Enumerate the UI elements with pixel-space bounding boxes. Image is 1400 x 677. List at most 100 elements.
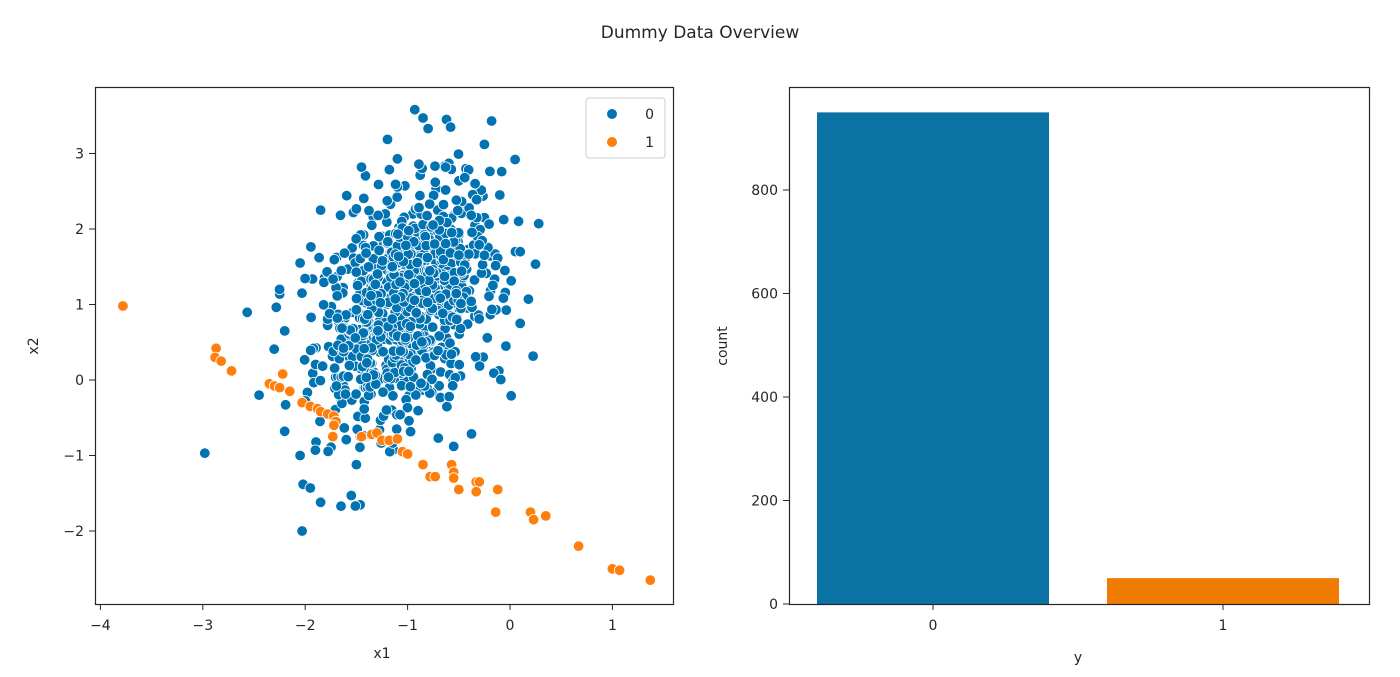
y-tick-label: 2 (75, 222, 84, 238)
scatter-point-class-0 (314, 204, 327, 216)
scatter-point-class-0 (341, 189, 353, 202)
scatter-point-class-0 (391, 423, 403, 435)
scatter-point-class-0 (241, 306, 253, 319)
scatter-point-class-0 (330, 380, 343, 392)
scatter-point-class-0 (411, 256, 423, 269)
scatter-point-class-0 (429, 160, 441, 172)
scatter-point-class-0 (403, 224, 415, 237)
scatter-point-class-0 (473, 239, 485, 251)
y-tick-label: 3 (75, 147, 84, 163)
scatter-point-class-0 (331, 290, 343, 302)
scatter-point-class-0 (373, 244, 385, 257)
scatter-point-class-1 (355, 430, 368, 443)
scatter-point-class-0 (360, 371, 373, 384)
bar-y-axis: 0 200 400 600 800 (751, 183, 790, 613)
scatter-point-class-0 (376, 255, 389, 267)
scatter-point-class-0 (514, 317, 526, 330)
scatter-point-class-0 (389, 178, 402, 191)
scatter-point-class-0 (381, 133, 394, 146)
scatter-point-class-1 (284, 385, 296, 398)
scatter-point-class-0 (298, 354, 311, 366)
scatter-point-class-0 (487, 279, 499, 292)
scatter-point-class-0 (394, 409, 406, 421)
scatter-point-class-1 (490, 506, 502, 518)
scatter-point-class-0 (446, 226, 458, 239)
scatter-point-class-0 (455, 297, 467, 310)
scatter-point-class-0 (441, 401, 453, 413)
scatter-point-class-0 (335, 264, 348, 277)
scatter-point-class-0 (478, 138, 491, 151)
scatter-point-class-0 (345, 489, 358, 502)
bars (817, 112, 1339, 604)
scatter-point-class-0 (439, 161, 452, 173)
scatter-point-class-0 (438, 270, 451, 283)
scatter-point-class-0 (426, 321, 439, 333)
scatter-point-class-0 (358, 192, 370, 205)
scatter-point-class-0 (424, 265, 436, 277)
scatter-point-class-0 (321, 266, 333, 278)
scatter-point-class-0 (453, 249, 465, 261)
scatter-point-class-0 (413, 201, 425, 214)
scatter-point-class-0 (361, 357, 373, 369)
scatter-point-class-1 (277, 368, 289, 380)
scatter-point-class-0 (428, 238, 441, 250)
scatter-point-class-0 (377, 346, 389, 358)
bar-y-axis-label: count (715, 326, 731, 366)
scatter-axes-frame (94, 86, 675, 606)
scatter-point-class-0 (322, 445, 334, 458)
scatter-point-class-1 (572, 540, 585, 552)
scatter-point-class-0 (349, 500, 362, 512)
scatter-point-class-0 (432, 344, 444, 357)
scatter-point-class-1 (417, 458, 429, 471)
scatter-point-class-0 (486, 303, 498, 316)
scatter-point-class-0 (420, 285, 433, 298)
scatter-point-class-0 (305, 241, 317, 253)
scatter-point-class-0 (327, 273, 339, 285)
scatter-point-class-0 (437, 253, 450, 266)
legend-frame (585, 97, 666, 159)
scatter-point-class-0 (372, 325, 384, 337)
scatter-points (117, 103, 657, 586)
scatter-point-class-0 (401, 402, 414, 414)
scatter-point-class-0 (305, 311, 317, 324)
scatter-point-class-0 (489, 259, 502, 272)
scatter-point-class-0 (299, 272, 311, 285)
legend-label-0: 0 (645, 107, 654, 123)
scatter-point-class-1 (215, 355, 227, 367)
scatter-point-class-0 (416, 336, 428, 348)
scatter-point-class-1 (527, 514, 540, 526)
legend-marker-1 (607, 137, 617, 147)
scatter-point-class-0 (350, 304, 363, 316)
scatter-point-class-1 (327, 430, 339, 443)
scatter-point-class-0 (452, 148, 465, 160)
scatter-point-class-0 (408, 277, 421, 290)
scatter-point-class-0 (437, 198, 450, 211)
scatter-point-class-0 (465, 209, 478, 222)
scatter-point-class-0 (392, 250, 405, 263)
scatter-point-class-0 (459, 171, 471, 184)
scatter-point-class-0 (466, 226, 478, 239)
scatter-point-class-0 (469, 177, 481, 190)
scatter-point-class-0 (355, 161, 368, 173)
scatter-point-class-0 (336, 322, 348, 334)
scatter-point-class-0 (403, 269, 415, 281)
scatter-point-class-1 (613, 564, 626, 577)
scatter-point-class-0 (354, 441, 366, 454)
scatter-point-class-0 (316, 360, 329, 372)
legend-label-1: 1 (645, 135, 654, 151)
scatter-point-class-0 (337, 342, 350, 354)
scatter-point-class-0 (334, 209, 347, 222)
scatter-point-class-0 (314, 496, 327, 509)
x-tick-label: 1 (608, 618, 617, 634)
scatter-point-class-0 (279, 325, 291, 337)
scatter-point-class-0 (400, 239, 412, 252)
scatter-point-class-0 (483, 218, 495, 230)
scatter-point-class-0 (509, 153, 521, 166)
scatter-point-class-0 (500, 304, 513, 316)
scatter-point-class-1 (644, 574, 657, 586)
scatter-point-class-0 (450, 194, 463, 206)
scatter-point-class-0 (417, 112, 429, 124)
scatter-point-class-0 (481, 332, 494, 344)
scatter-point-class-0 (314, 374, 327, 387)
